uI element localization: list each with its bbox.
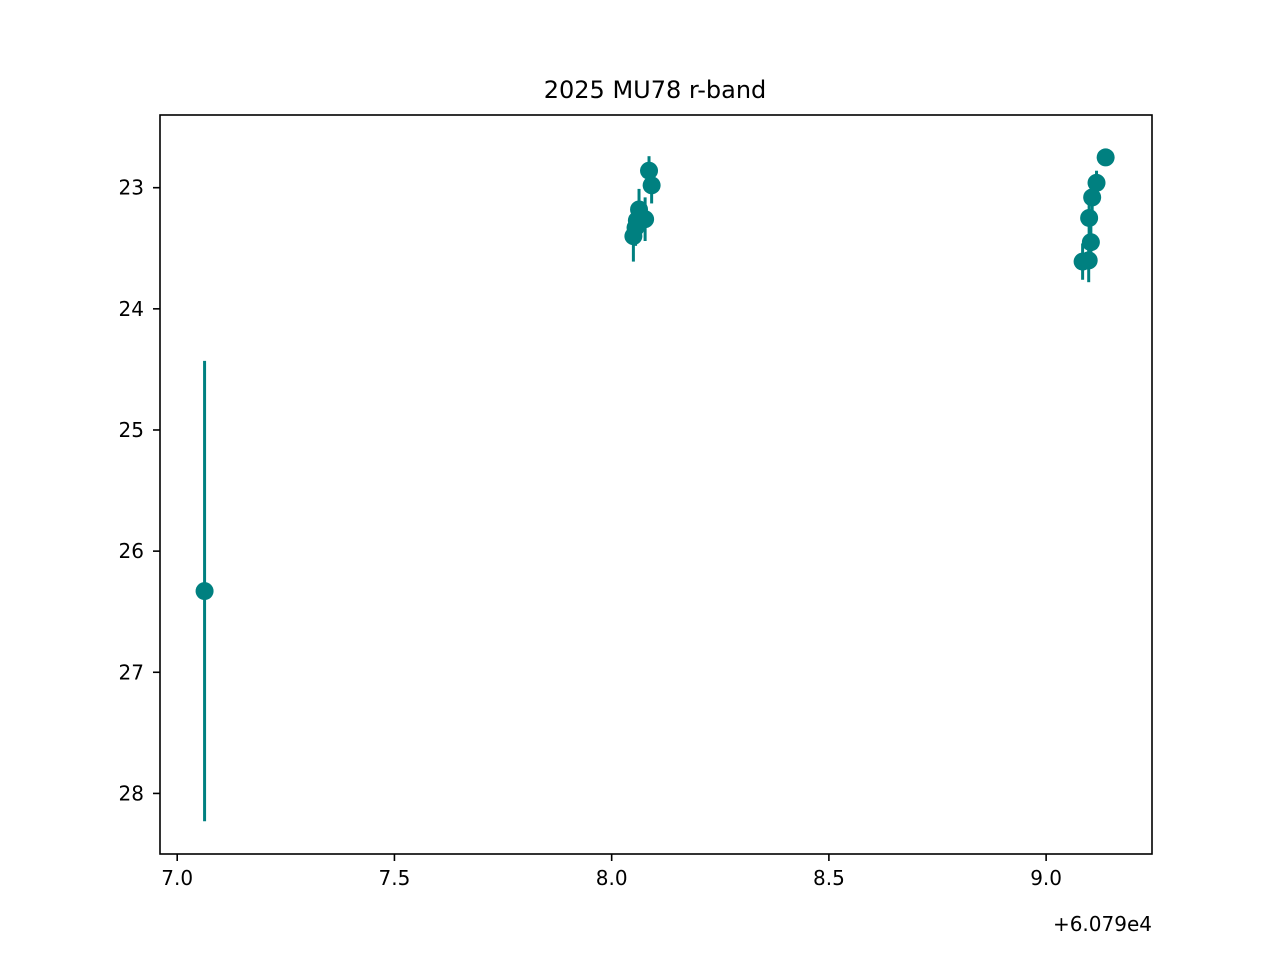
y-tick-label: 27 <box>119 660 144 684</box>
y-tick-label: 25 <box>119 418 144 442</box>
y-tick-label: 23 <box>119 176 144 200</box>
data-point <box>1081 233 1100 252</box>
data-point <box>640 161 659 180</box>
x-tick-label: 8.0 <box>596 866 628 890</box>
chart-title: 2025 MU78 r-band <box>544 76 767 104</box>
x-tick-label: 9.0 <box>1030 866 1062 890</box>
x-offset-label: +6.079e4 <box>1053 912 1152 936</box>
x-tick-label: 7.5 <box>379 866 411 890</box>
data-point <box>1096 148 1115 167</box>
data-point <box>1087 173 1106 192</box>
x-tick-label: 8.5 <box>813 866 845 890</box>
data-point <box>636 210 655 229</box>
data-marks <box>195 148 1115 822</box>
y-tick-label: 26 <box>119 539 144 563</box>
y-tick-label: 24 <box>119 297 144 321</box>
data-point <box>1080 208 1099 227</box>
x-tick-label: 7.0 <box>161 866 193 890</box>
plot-frame <box>159 114 1153 855</box>
data-point <box>195 582 214 601</box>
x-axis: 7.0 7.5 8.0 8.5 9.0 <box>161 854 1062 890</box>
data-point <box>642 176 661 195</box>
y-tick-label: 28 <box>119 781 144 805</box>
y-axis: 23 24 25 26 27 28 <box>119 176 160 805</box>
data-point <box>1079 251 1098 270</box>
